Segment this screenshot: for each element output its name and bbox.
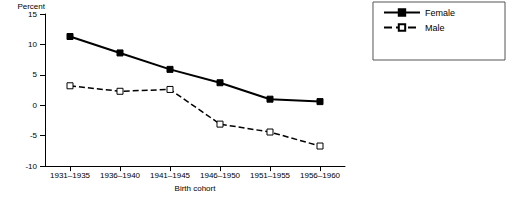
svg-text:1951–1955: 1951–1955: [250, 171, 291, 180]
svg-text:1956–1960: 1956–1960: [300, 171, 341, 180]
svg-text:1936–1940: 1936–1940: [100, 171, 141, 180]
svg-text:1946–1950: 1946–1950: [200, 171, 241, 180]
svg-text:Percent: Percent: [17, 1, 45, 11]
svg-text:Birth cohort: Birth cohort: [175, 184, 217, 193]
svg-text:15: 15: [28, 10, 37, 19]
svg-text:5: 5: [33, 70, 38, 79]
svg-text:Female: Female: [425, 8, 455, 18]
svg-text:Male: Male: [425, 23, 445, 33]
svg-text:0: 0: [33, 101, 38, 110]
svg-text:-10: -10: [25, 162, 37, 171]
svg-text:-5: -5: [30, 131, 38, 140]
svg-text:1941–1945: 1941–1945: [150, 171, 191, 180]
svg-text:1931–1935: 1931–1935: [50, 171, 91, 180]
svg-text:10: 10: [28, 40, 37, 49]
